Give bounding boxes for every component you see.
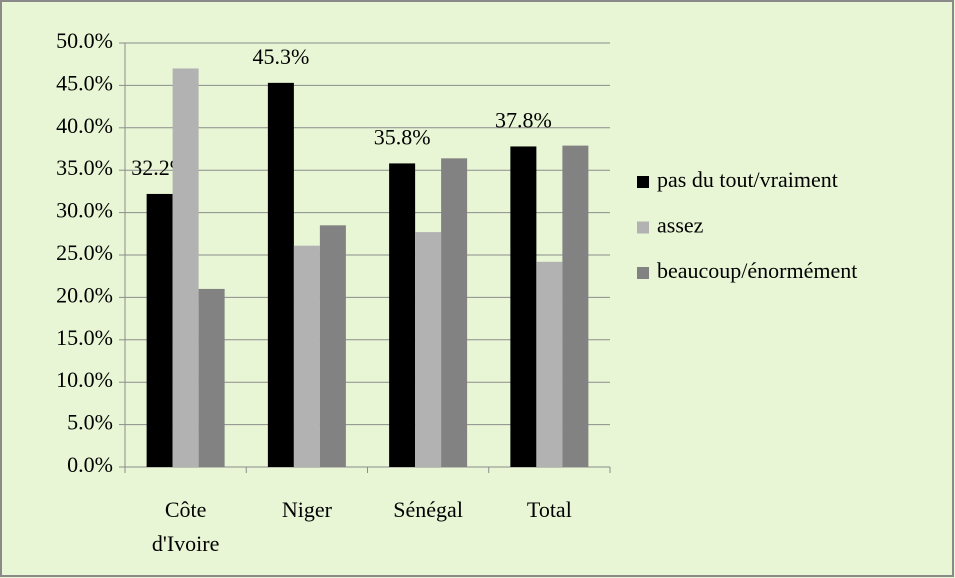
x-tick-label: Total	[526, 497, 572, 522]
y-tick-label: 10.0%	[56, 367, 113, 392]
y-tick-label: 30.0%	[56, 198, 113, 223]
y-tick-label: 40.0%	[56, 113, 113, 138]
bar	[267, 82, 294, 467]
x-tick-label: Sénégal	[393, 497, 463, 522]
legend-label: pas du tout/vraiment	[657, 167, 838, 192]
legend-swatch	[637, 176, 649, 188]
x-tick-label: Côte d'Ivoire	[151, 497, 220, 556]
y-tick-label: 0.0%	[67, 452, 113, 477]
bar	[415, 232, 442, 467]
bar	[562, 145, 589, 467]
data-label: 35.8%	[374, 124, 431, 149]
y-tick-label: 20.0%	[56, 282, 113, 307]
y-tick-label: 35.0%	[56, 155, 113, 180]
bar	[389, 163, 416, 467]
legend-swatch	[637, 221, 649, 234]
x-tick-label: Niger	[281, 497, 332, 522]
legend-swatch	[637, 267, 649, 279]
legend-label: beaucoup/énormément	[657, 258, 857, 283]
data-label: 45.3%	[252, 44, 309, 69]
bar	[172, 68, 199, 467]
y-tick-label: 45.0%	[56, 70, 113, 95]
bar	[536, 261, 563, 467]
y-tick-label: 5.0%	[67, 410, 113, 435]
y-tick-label: 50.0%	[56, 28, 113, 53]
bar	[198, 288, 225, 467]
bar	[510, 146, 537, 467]
y-tick-label: 25.0%	[56, 240, 113, 265]
y-tick-label: 15.0%	[56, 325, 113, 350]
bar	[146, 193, 173, 467]
bar	[441, 158, 468, 467]
data-label: 37.8%	[495, 108, 552, 133]
bar	[293, 245, 320, 467]
bar	[319, 225, 346, 467]
legend-label: assez	[657, 213, 704, 238]
